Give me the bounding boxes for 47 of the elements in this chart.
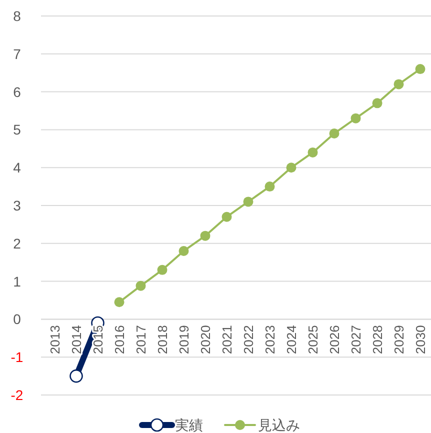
x-tick-label: 2028 — [370, 325, 386, 354]
x-tick-label: 2025 — [306, 325, 321, 354]
x-tick-label: 2026 — [327, 325, 342, 354]
x-tick-label: 2016 — [112, 325, 128, 354]
point — [243, 196, 254, 207]
y-tick-label: 3 — [13, 198, 22, 214]
x-tick-label: 2021 — [220, 325, 235, 354]
point — [329, 128, 340, 138]
x-tick-label: 2018 — [155, 325, 170, 354]
y-tick-label: 4 — [13, 160, 22, 176]
y-tick-label: 8 — [13, 8, 22, 24]
x-tick-label: 2029 — [392, 325, 407, 354]
y-tick-label: 1 — [13, 273, 22, 290]
point — [70, 369, 83, 383]
y-tick-label: 5 — [13, 122, 22, 138]
point — [157, 264, 168, 275]
x-tick-label: 2020 — [198, 325, 214, 354]
x-tick-label: 2014 — [69, 325, 84, 354]
legend-label: 見込み — [258, 417, 300, 433]
y-tick-label: -1 — [10, 349, 24, 366]
point — [415, 64, 426, 74]
point — [114, 297, 124, 308]
y-tick-label: 2 — [13, 235, 22, 252]
legend-label: 実績 — [175, 417, 203, 433]
x-tick-label: 2013 — [48, 325, 63, 354]
point — [264, 182, 275, 192]
point — [286, 162, 296, 173]
x-tick-label: 2027 — [348, 325, 364, 354]
x-tick-label: 2024 — [284, 325, 300, 354]
x-tick-label: 2017 — [134, 325, 149, 354]
x-tick-label: 2023 — [262, 325, 278, 354]
point — [372, 98, 382, 108]
y-tick-label: 7 — [13, 46, 22, 62]
x-tick-label: 2030 — [413, 325, 428, 354]
y-tick-label: 0 — [13, 311, 22, 328]
point — [178, 246, 189, 256]
point — [308, 147, 318, 158]
x-tick-label: 2015 — [90, 325, 106, 354]
x-tick-label: 2019 — [176, 325, 192, 354]
y-tick-label: 6 — [13, 84, 22, 100]
point — [394, 79, 404, 90]
point — [350, 113, 361, 124]
point — [200, 230, 210, 241]
y-tick-label: -2 — [10, 387, 24, 403]
point — [136, 280, 146, 291]
x-tick-label: 2022 — [241, 325, 256, 354]
point — [222, 212, 232, 222]
